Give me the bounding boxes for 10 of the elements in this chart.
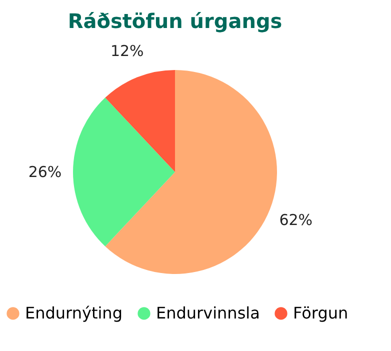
legend-label: Förgun (293, 303, 348, 322)
legend-label: Endurnýting (25, 303, 122, 322)
data-label: 26% (28, 163, 62, 181)
pie-slice (73, 98, 175, 246)
legend-label: Endurvinnsla (156, 303, 260, 322)
pie-slice (105, 70, 175, 172)
chart-title: Ráðstöfun úrgangs (68, 9, 282, 34)
data-label: 12% (110, 42, 144, 60)
pie-slice (105, 70, 277, 274)
data-label: 62% (279, 210, 313, 229)
